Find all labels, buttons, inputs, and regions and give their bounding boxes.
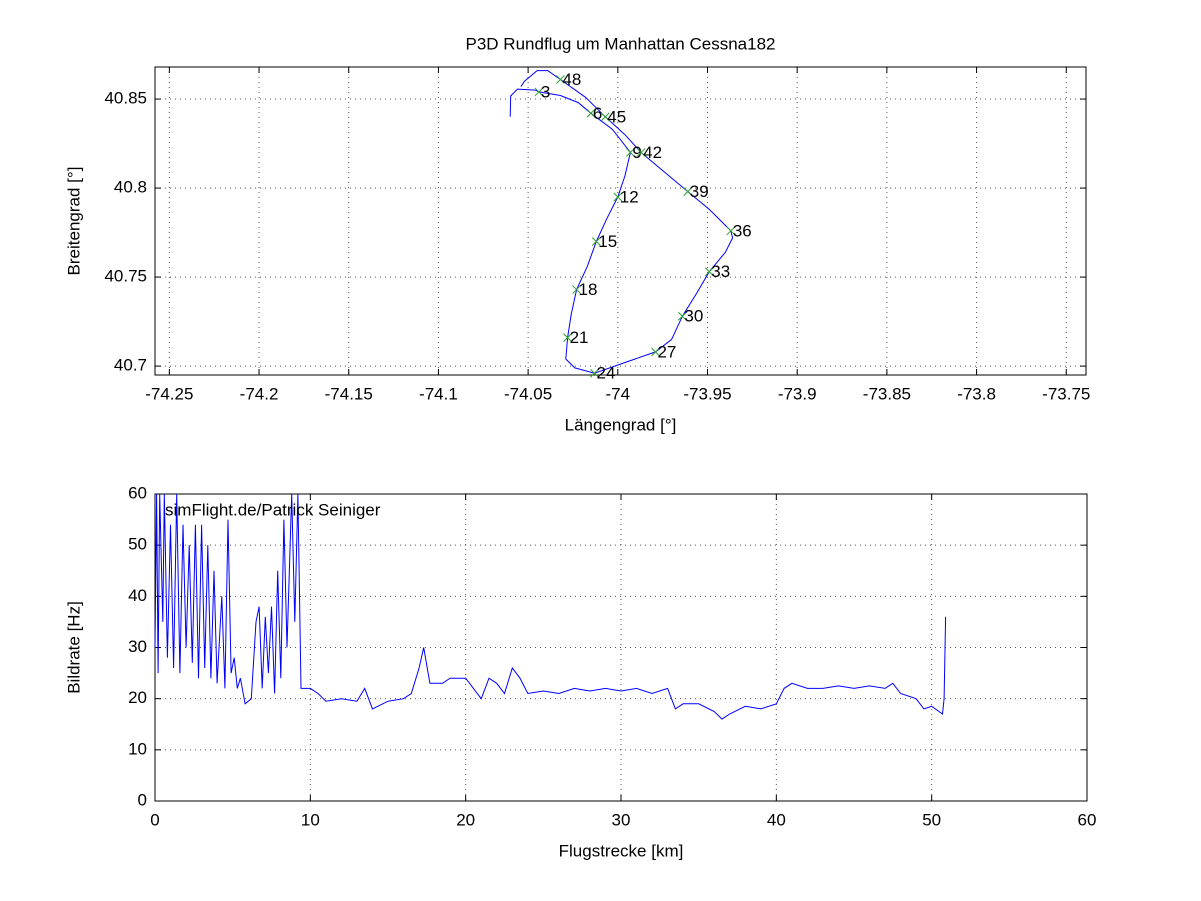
x-tick-label: -74.1 xyxy=(419,384,458,403)
marker-label: 27 xyxy=(657,342,676,361)
marker-label: 30 xyxy=(684,307,703,326)
x-tick-label: 0 xyxy=(150,810,159,829)
marker xyxy=(563,333,572,342)
data-line xyxy=(154,493,947,720)
y-axis-label: Bildrate [Hz] xyxy=(64,601,83,694)
marker-label: 33 xyxy=(711,262,730,281)
marker-label: 42 xyxy=(643,143,662,162)
y-tick-label: 40.7 xyxy=(114,356,147,375)
marker-label: 36 xyxy=(733,221,752,240)
x-tick-label: -73.9 xyxy=(778,384,817,403)
y-tick-label: 40 xyxy=(128,586,147,605)
x-tick-label: -74.2 xyxy=(240,384,279,403)
marker xyxy=(704,267,714,277)
marker-label: 48 xyxy=(562,70,581,89)
marker xyxy=(613,192,623,202)
y-tick-label: 60 xyxy=(128,483,147,502)
annotation: simFlight.de/Patrick Seiniger xyxy=(165,500,381,519)
marker xyxy=(726,226,736,236)
axes-box xyxy=(154,66,1087,376)
marker xyxy=(591,237,601,246)
y-tick-label: 40.85 xyxy=(104,89,147,108)
marker xyxy=(556,75,565,84)
y-tick-label: 50 xyxy=(128,535,147,554)
y-tick-label: 10 xyxy=(128,739,147,758)
x-tick-label: -73.95 xyxy=(683,384,731,403)
chart-title: P3D Rundflug um Manhattan Cessna182 xyxy=(466,34,776,53)
marker-label: 39 xyxy=(690,182,709,201)
marker xyxy=(572,285,581,294)
y-tick-label: 0 xyxy=(138,790,147,809)
marker-label: 45 xyxy=(607,107,626,126)
marker xyxy=(626,148,635,157)
marker-label: 3 xyxy=(541,82,550,101)
x-axis-label: Flugstrecke [km] xyxy=(559,841,684,860)
x-tick-label: 40 xyxy=(767,810,786,829)
marker-label: 21 xyxy=(570,328,589,347)
marker-label: 18 xyxy=(579,280,598,299)
y-tick-label: 30 xyxy=(128,637,147,656)
y-tick-label: 40.75 xyxy=(104,267,147,286)
marker-label: 6 xyxy=(593,104,602,123)
x-tick-label: -73.85 xyxy=(863,384,911,403)
x-tick-label: -74 xyxy=(606,384,631,403)
x-tick-label: 10 xyxy=(301,810,320,829)
x-tick-label: -73.8 xyxy=(957,384,996,403)
x-tick-label: 50 xyxy=(922,810,941,829)
marker-label: 12 xyxy=(620,187,639,206)
x-axis-label: Längengrad [°] xyxy=(565,415,677,434)
x-tick-label: -73.75 xyxy=(1042,384,1090,403)
y-tick-label: 20 xyxy=(128,688,147,707)
marker xyxy=(636,148,646,157)
x-tick-label: -74.05 xyxy=(504,384,552,403)
marker xyxy=(651,347,660,357)
marker-label: 15 xyxy=(598,232,617,251)
y-tick-label: 40.8 xyxy=(114,178,147,197)
x-tick-label: 30 xyxy=(612,810,631,829)
y-axis-label: Breitengrad [°] xyxy=(64,167,83,276)
marker xyxy=(586,108,596,118)
marker xyxy=(683,187,693,196)
x-tick-label: 60 xyxy=(1078,810,1097,829)
x-tick-label: -74.15 xyxy=(325,384,373,403)
x-tick-label: -74.25 xyxy=(145,384,193,403)
marker xyxy=(600,112,610,122)
marker-label: 24 xyxy=(596,364,615,383)
x-tick-label: 20 xyxy=(456,810,475,829)
marker xyxy=(534,87,544,97)
marker-label: 9 xyxy=(632,143,641,162)
marker xyxy=(678,311,687,321)
marker xyxy=(590,368,599,378)
